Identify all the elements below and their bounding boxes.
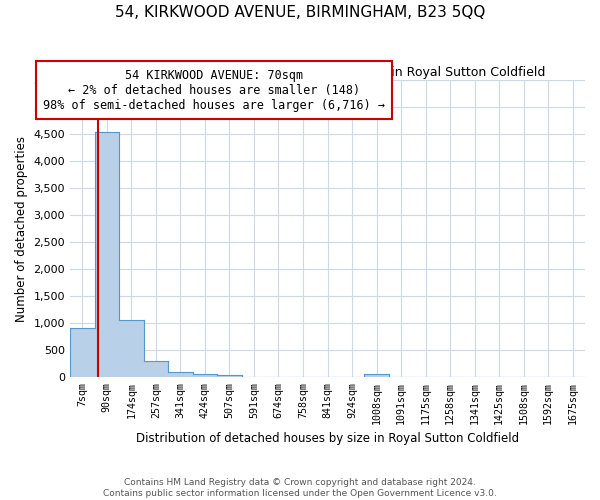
X-axis label: Distribution of detached houses by size in Royal Sutton Coldfield: Distribution of detached houses by size … (136, 432, 519, 445)
Y-axis label: Number of detached properties: Number of detached properties (15, 136, 28, 322)
Title: Size of property relative to detached houses in Royal Sutton Coldfield: Size of property relative to detached ho… (109, 66, 546, 79)
Text: 54, KIRKWOOD AVENUE, BIRMINGHAM, B23 5QQ: 54, KIRKWOOD AVENUE, BIRMINGHAM, B23 5QQ (115, 5, 485, 20)
Text: Contains HM Land Registry data © Crown copyright and database right 2024.
Contai: Contains HM Land Registry data © Crown c… (103, 478, 497, 498)
Text: 54 KIRKWOOD AVENUE: 70sqm
← 2% of detached houses are smaller (148)
98% of semi-: 54 KIRKWOOD AVENUE: 70sqm ← 2% of detach… (43, 68, 385, 112)
